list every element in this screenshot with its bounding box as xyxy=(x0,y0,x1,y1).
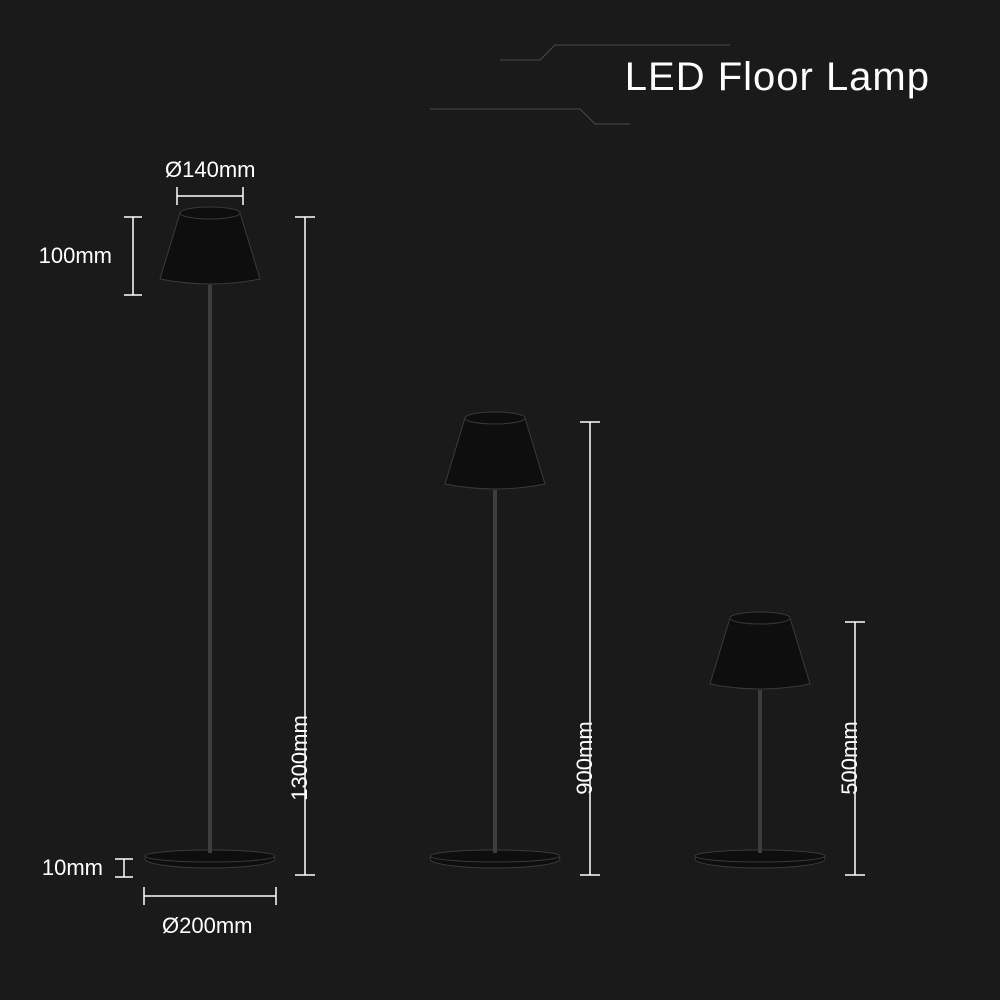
lamp-medium xyxy=(420,410,570,875)
lamp-large xyxy=(135,205,285,875)
dim-shade-diameter: Ø140mm xyxy=(165,157,255,183)
diagram-stage: Ø140mm 100mm 10mm Ø200mm 1300mm 900mm 50… xyxy=(0,0,1000,1000)
dim-base-height: 10mm xyxy=(42,855,103,881)
lamp-small xyxy=(685,610,835,875)
dim-base-diameter: Ø200mm xyxy=(162,913,252,939)
dim-shade-height: 100mm xyxy=(39,243,112,269)
